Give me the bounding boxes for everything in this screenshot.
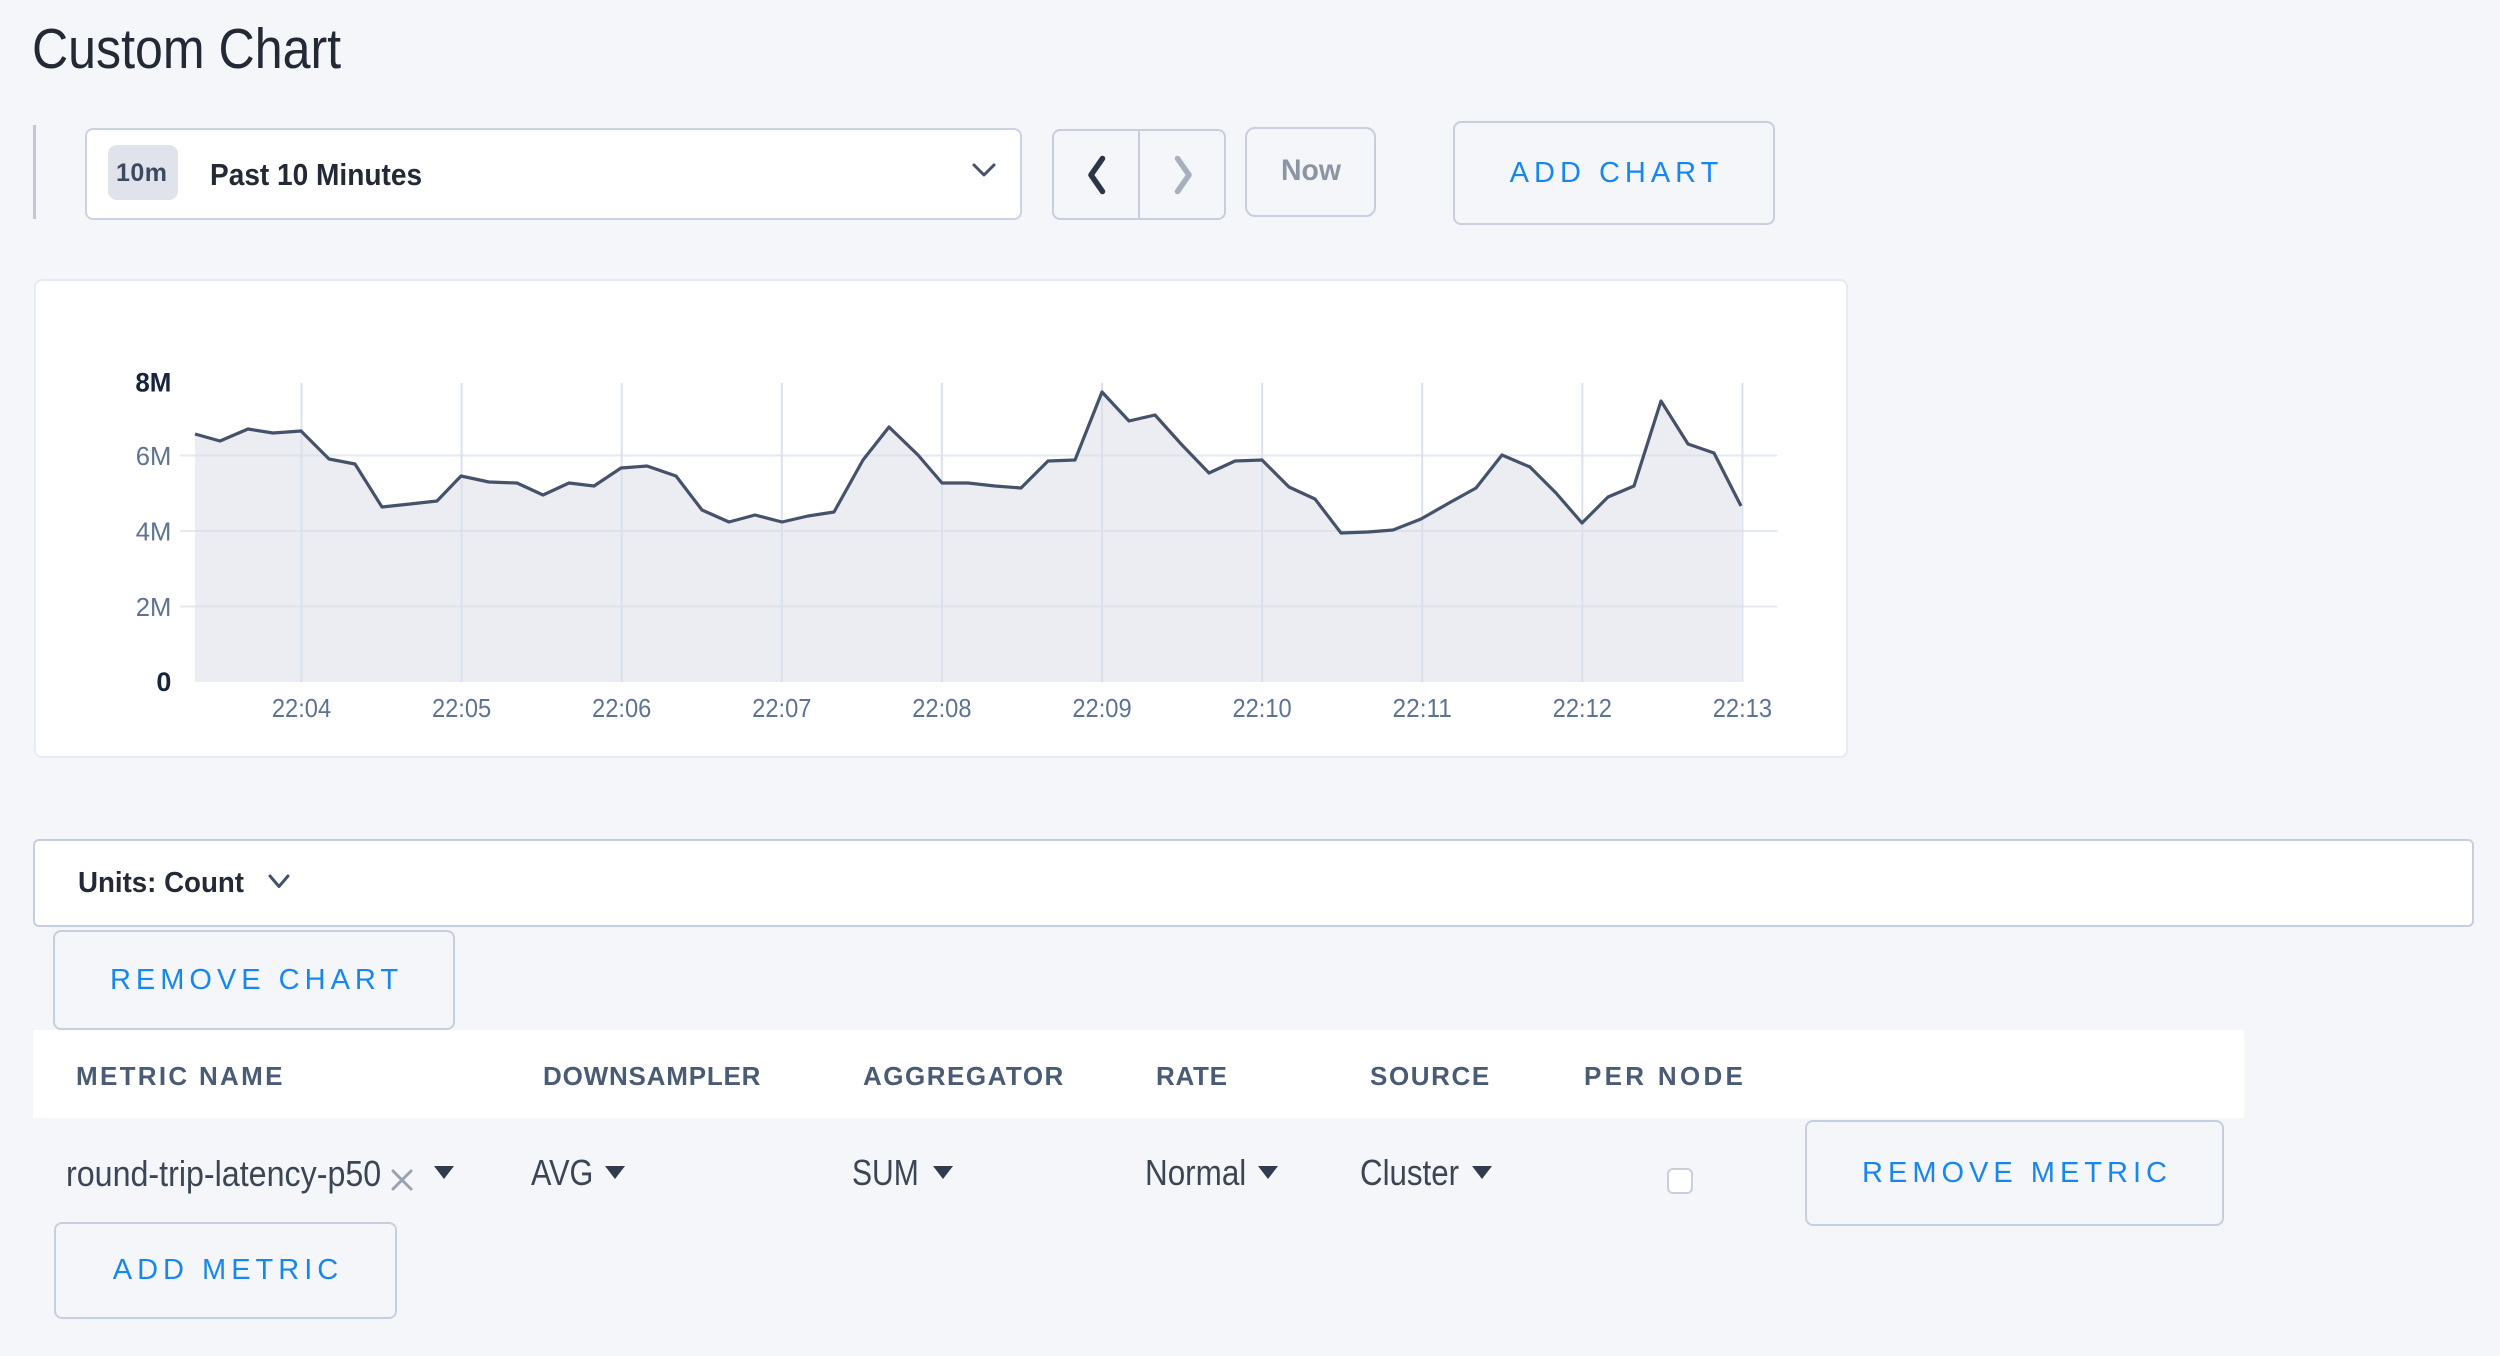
svg-text:22:04: 22:04 [272, 693, 331, 723]
svg-text:0: 0 [156, 667, 171, 697]
svg-text:2M: 2M [136, 592, 172, 622]
svg-text:22:12: 22:12 [1553, 693, 1612, 723]
svg-text:22:07: 22:07 [752, 693, 811, 723]
svg-text:22:09: 22:09 [1072, 693, 1131, 723]
svg-text:22:11: 22:11 [1393, 693, 1452, 723]
svg-text:4M: 4M [136, 517, 172, 547]
svg-text:6M: 6M [136, 441, 172, 471]
svg-text:22:06: 22:06 [592, 693, 651, 723]
svg-text:22:10: 22:10 [1232, 693, 1291, 723]
svg-text:8M: 8M [135, 368, 171, 398]
svg-text:22:05: 22:05 [432, 693, 491, 723]
svg-text:22:08: 22:08 [912, 693, 971, 723]
svg-text:22:13: 22:13 [1713, 693, 1772, 723]
